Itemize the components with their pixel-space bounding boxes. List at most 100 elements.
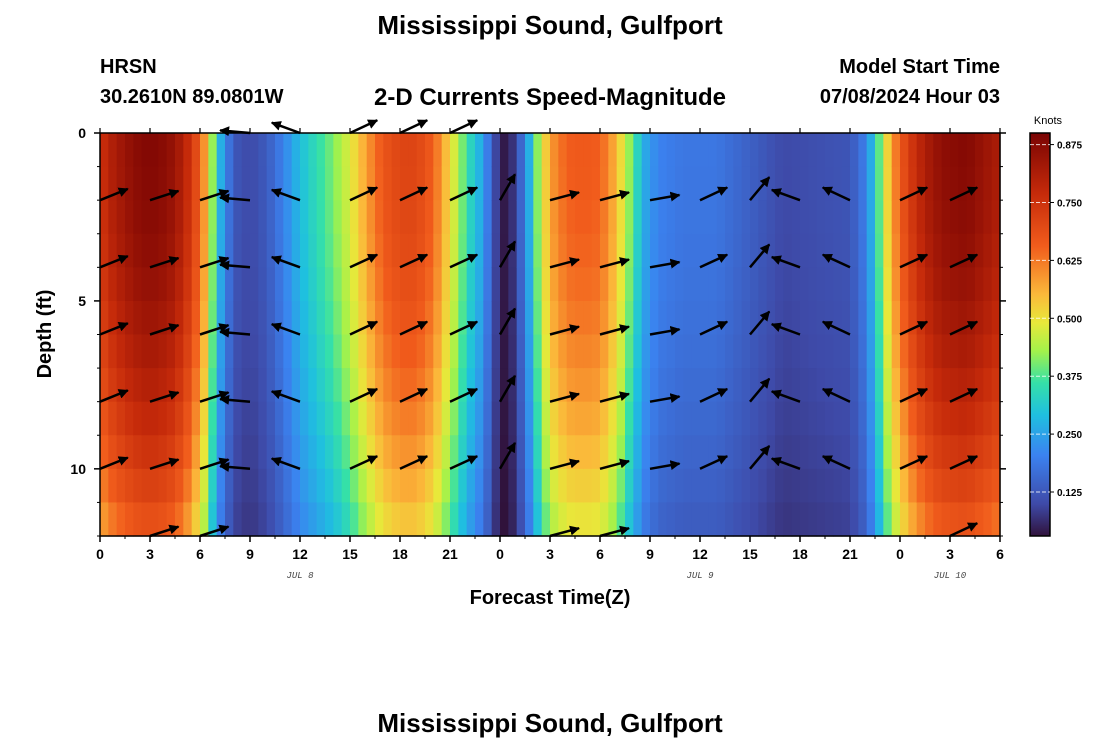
heat-cell — [566, 401, 576, 436]
heat-cell — [416, 133, 426, 168]
heat-cell — [741, 401, 751, 436]
heat-cell — [816, 233, 826, 268]
heat-cell — [308, 435, 318, 470]
heat-cell — [966, 267, 976, 302]
heat-cell — [691, 368, 701, 403]
current-vector-arrow — [498, 374, 517, 403]
heat-cell — [750, 368, 759, 403]
heat-cell — [475, 300, 484, 336]
heat-cell — [108, 468, 118, 504]
current-vector-arrow — [649, 258, 681, 269]
heat-cell — [783, 334, 793, 369]
heat-cell — [300, 166, 309, 201]
heat-cell — [775, 133, 784, 168]
heat-cell — [366, 200, 376, 235]
heat-cell — [825, 435, 834, 470]
heat-cell — [400, 502, 409, 537]
heat-cell — [700, 133, 709, 168]
heat-cell — [300, 334, 309, 369]
current-vector-arrow — [349, 320, 379, 336]
heat-cell — [250, 435, 259, 470]
heat-cell — [725, 200, 734, 235]
heat-cell — [475, 233, 484, 268]
heat-cell — [366, 401, 376, 436]
heat-cell — [583, 502, 593, 537]
heat-cell — [833, 233, 843, 268]
heat-cell — [500, 334, 509, 369]
heat-cell — [366, 334, 376, 369]
heat-cell — [966, 502, 976, 537]
heat-cell — [441, 502, 451, 537]
heat-cell — [366, 368, 376, 403]
heat-cell — [525, 334, 534, 369]
heat-cell — [141, 468, 151, 504]
heat-cell — [858, 267, 868, 302]
heat-cell — [441, 267, 451, 302]
current-vector-arrow — [821, 186, 851, 202]
heat-cell — [475, 133, 484, 168]
heat-cell — [350, 267, 359, 302]
current-vector-arrow — [599, 525, 630, 538]
heat-cell — [641, 468, 651, 504]
heat-cell — [783, 233, 793, 268]
heat-cell — [708, 468, 718, 504]
heat-cell — [308, 368, 318, 403]
heat-cell — [191, 200, 201, 235]
heat-cell — [183, 401, 193, 436]
heat-cell — [691, 300, 701, 336]
current-vector-arrow — [149, 323, 180, 336]
heat-cell — [800, 166, 809, 201]
heat-cell — [266, 401, 276, 436]
current-vector-arrow — [749, 176, 771, 202]
heat-cell — [133, 200, 143, 235]
heat-cell — [708, 435, 718, 470]
heat-cell — [608, 300, 618, 336]
heat-cell — [441, 468, 451, 504]
heat-cell — [225, 334, 234, 369]
heat-cell — [491, 401, 501, 436]
current-vector-arrow — [99, 456, 129, 470]
heat-cell — [941, 468, 951, 504]
heat-cell — [775, 502, 784, 537]
heat-cell — [791, 300, 801, 336]
heat-cell — [916, 368, 926, 403]
heat-cell — [466, 233, 476, 268]
heat-cell — [100, 468, 109, 504]
heat-cell — [225, 166, 234, 201]
heat-cell — [583, 435, 593, 470]
current-vector-arrow — [949, 186, 979, 202]
heat-cell — [891, 502, 901, 537]
heat-cell — [608, 368, 618, 403]
heat-cell — [908, 200, 918, 235]
heat-cell — [483, 200, 493, 235]
heat-cell — [475, 267, 484, 302]
heat-cell — [600, 401, 609, 436]
heat-cell — [200, 401, 209, 436]
heat-cell — [141, 166, 151, 201]
chart-axes: 0 3 6 9 12 15 18 21 0 3 6 9 12 15 18 21 0 3 6 JUL 8 JUL 9 JUL… — [70, 125, 1006, 581]
heat-cell — [508, 401, 518, 436]
heat-cell — [316, 502, 326, 537]
heat-cell — [583, 200, 593, 235]
current-vector-arrow — [449, 186, 479, 202]
heat-cell — [616, 300, 626, 336]
heat-cell — [516, 468, 526, 504]
heat-cell — [375, 133, 384, 168]
heat-cell — [375, 401, 384, 436]
colorbar-tick-label: 0.875 — [1057, 141, 1082, 152]
heat-cell — [700, 166, 709, 201]
heat-cell — [266, 334, 276, 369]
heat-cell — [316, 435, 326, 470]
heat-cell — [750, 502, 759, 537]
heat-cell — [933, 368, 943, 403]
x-tick-label: 0 — [496, 546, 504, 562]
heat-cell — [858, 334, 868, 369]
heat-cell — [450, 334, 459, 369]
heat-cell — [891, 368, 901, 403]
current-vector-arrow — [399, 253, 429, 269]
heat-cell — [491, 300, 501, 336]
current-vector-arrow — [399, 320, 429, 336]
heat-cell — [941, 334, 951, 369]
heat-cell — [441, 233, 451, 268]
chart-subtitle: 2-D Currents Speed-Magnitude — [373, 84, 727, 111]
